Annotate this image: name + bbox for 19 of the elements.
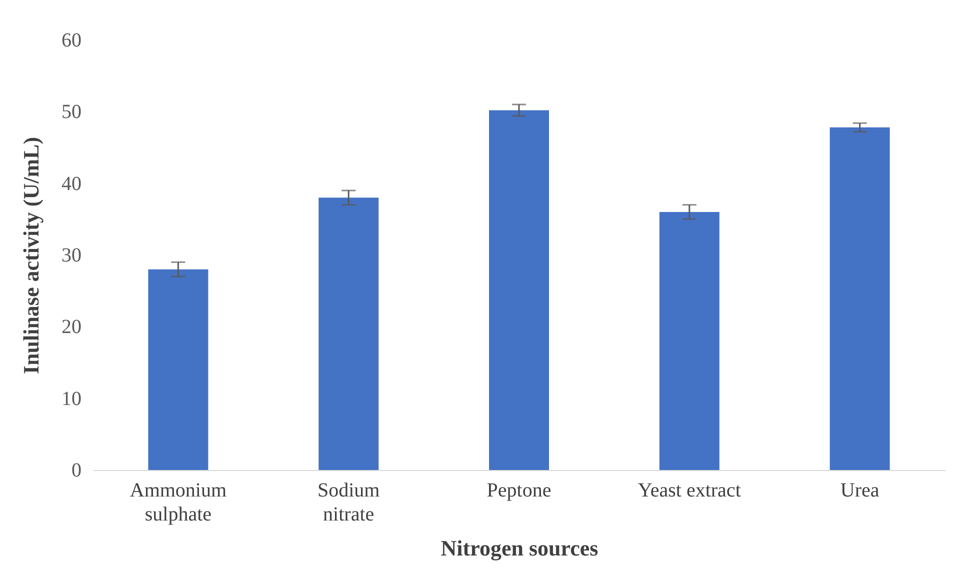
bar — [148, 269, 208, 470]
y-tick-label: 50 — [62, 101, 82, 124]
bar — [318, 198, 379, 470]
x-tick-label: Sodium nitrate — [317, 480, 380, 526]
y-tick-label: 60 — [62, 30, 82, 52]
x-axis-title: Nitrogen sources — [440, 536, 599, 560]
y-tick-label: 10 — [62, 388, 82, 410]
x-tick-label: Peptone — [486, 480, 552, 502]
y-tick-label: 20 — [62, 316, 82, 338]
x-tick-label: Yeast extract — [638, 480, 742, 502]
y-tick-label: 0 — [72, 460, 82, 482]
bar — [830, 127, 890, 470]
bar — [489, 110, 549, 470]
bar — [659, 212, 720, 470]
y-axis-title: Inulinase activity (U/mL) — [18, 136, 44, 374]
x-tick-label: Ammonium sulphate — [130, 480, 227, 526]
x-tick-label: Urea — [840, 480, 880, 502]
y-tick-label: 30 — [62, 244, 82, 266]
y-tick-label: 40 — [62, 172, 82, 195]
